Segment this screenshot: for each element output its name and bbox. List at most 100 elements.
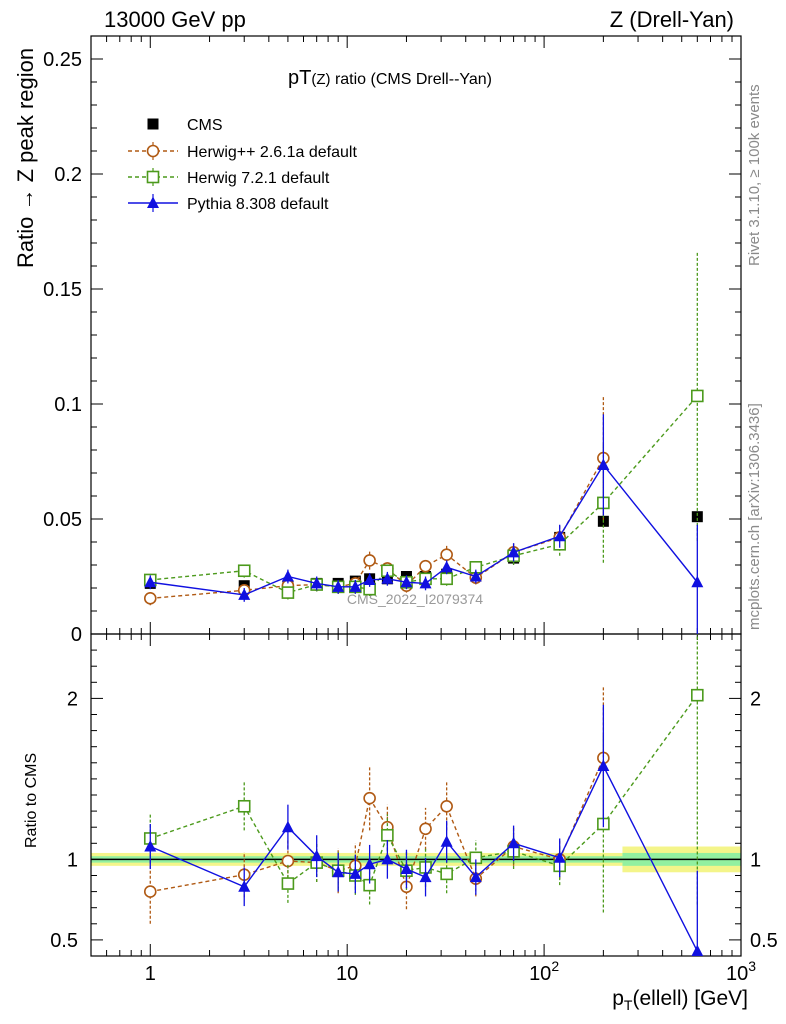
legend-marker-1 xyxy=(146,144,160,158)
point-ratio-1-9 xyxy=(419,822,432,836)
point-main-3-15 xyxy=(691,575,704,588)
point-main-2-2 xyxy=(281,586,295,599)
point-main-1-9 xyxy=(419,559,432,573)
point-main-3-11 xyxy=(469,570,482,582)
series-main-3 xyxy=(144,414,704,634)
y-axis-label-top: Ratio → Z peak region xyxy=(13,47,38,268)
point-ratio-3-10 xyxy=(440,835,453,847)
point-ratio-3-14 xyxy=(597,759,610,772)
x-tick-label-3: 103 xyxy=(726,958,756,985)
point-ratio-1-0 xyxy=(143,885,157,898)
y-tick-label-top-1: 0.05 xyxy=(43,509,82,531)
point-main-3-7 xyxy=(381,572,394,584)
legend-entry-0: CMS xyxy=(147,117,223,134)
header-left: 13000 GeV pp xyxy=(104,7,246,32)
point-main-3-13 xyxy=(553,529,566,542)
point-ratio-2-2 xyxy=(281,877,295,890)
line-ratio-2 xyxy=(150,694,698,887)
point-main-3-2 xyxy=(281,570,294,582)
point-main-2-10 xyxy=(440,572,453,586)
point-ratio-1-10 xyxy=(440,799,453,813)
point-main-3-3 xyxy=(310,576,323,589)
point-ratio-3-15 xyxy=(691,944,704,956)
line-main-3 xyxy=(150,463,698,596)
rivet-version-text: Rivet 3.1.10, ≥ 100k events xyxy=(746,84,763,266)
point-ratio-3-5 xyxy=(349,867,362,879)
y-tick-label-ratio-left-0: 0.5 xyxy=(50,930,78,952)
y-tick-label-top-3: 0.15 xyxy=(43,279,82,301)
point-main-2-1 xyxy=(237,564,251,578)
y-axis-label-ratio: Ratio to CMS xyxy=(23,752,40,848)
point-ratio-3-2 xyxy=(281,820,294,833)
y-tick-label-ratio-left-2: 2 xyxy=(67,688,78,710)
point-main-1-6 xyxy=(363,554,376,567)
point-main-3-9 xyxy=(419,576,432,589)
y-tick-label-ratio-right-1: 1 xyxy=(750,849,761,871)
x-axis-label-rest: (ellell) [GeV] xyxy=(632,987,748,1010)
y-tick-label-ratio-right-0: 0.5 xyxy=(750,930,778,952)
legend-marker-3 xyxy=(147,196,159,208)
point-ratio-1-2 xyxy=(281,854,295,868)
y-tick-label-ratio-left-1: 1 xyxy=(67,849,78,871)
header-right: Z (Drell-Yan) xyxy=(609,7,734,32)
x-tick-label-exp-3: 3 xyxy=(748,958,756,974)
x-tick-label-0: 1 xyxy=(145,963,156,985)
x-tick-label-exp-2: 2 xyxy=(551,958,559,974)
point-ratio-3-13 xyxy=(553,851,566,863)
series-ratio-3 xyxy=(144,704,704,956)
y-tick-label-top-4: 0.2 xyxy=(54,164,82,186)
x-tick-label-1: 10 xyxy=(336,963,358,985)
point-main-1-0 xyxy=(143,592,157,605)
y-tick-label-top-5: 0.25 xyxy=(43,49,82,71)
legend-marker-2 xyxy=(146,170,160,184)
legend-label-3: Pythia 8.308 default xyxy=(187,196,329,213)
point-main-3-1 xyxy=(238,588,251,600)
y-tick-label-ratio-right-2: 2 xyxy=(750,688,761,710)
y-tick-label-top-2: 0.1 xyxy=(54,394,82,416)
legend-label-0: CMS xyxy=(187,117,223,134)
legend-marker-0 xyxy=(147,118,159,130)
point-ratio-3-3 xyxy=(310,849,323,862)
x-axis-label-main: p xyxy=(612,987,624,1010)
series-main-2 xyxy=(143,251,704,600)
legend-entry-3: Pythia 8.308 default xyxy=(128,194,329,213)
point-main-0-15 xyxy=(691,511,703,523)
chart-title-main: pT xyxy=(288,67,312,89)
point-ratio-3-7 xyxy=(381,852,394,865)
point-main-3-12 xyxy=(507,545,520,558)
point-ratio-3-12 xyxy=(507,836,520,849)
legend-label-1: Herwig++ 2.6.1a default xyxy=(187,144,357,161)
watermark: CMS_2022_I2079374 xyxy=(347,591,483,607)
point-ratio-2-1 xyxy=(237,799,251,813)
legend-label-2: Herwig 7.2.1 default xyxy=(187,170,330,187)
point-ratio-3-9 xyxy=(419,870,432,883)
chart-title-paren: (Z) xyxy=(311,71,331,88)
legend-entry-1: Herwig++ 2.6.1a default xyxy=(128,142,357,161)
point-ratio-3-11 xyxy=(469,870,482,883)
point-ratio-2-10 xyxy=(440,867,453,881)
point-main-3-6 xyxy=(363,573,376,585)
point-ratio-3-0 xyxy=(144,840,157,852)
x-axis-label-sub: T xyxy=(623,997,633,1014)
point-main-3-0 xyxy=(144,575,157,588)
ratio-plot-frame xyxy=(90,633,742,957)
x-tick-label-2: 102 xyxy=(529,958,559,985)
line-ratio-1 xyxy=(150,757,605,893)
legend-entry-2: Herwig 7.2.1 default xyxy=(128,168,330,187)
point-ratio-3-6 xyxy=(363,857,376,870)
line-main-2 xyxy=(150,395,698,594)
line-main-1 xyxy=(150,457,604,600)
series-ratio-2 xyxy=(143,634,704,913)
point-main-3-8 xyxy=(400,575,413,588)
point-ratio-2-15 xyxy=(691,688,704,702)
point-ratio-3-4 xyxy=(332,865,345,878)
x-axis-label: pT(ellell) [GeV] xyxy=(612,987,748,1013)
mcplots-source-text: mcplots.cern.ch [arXiv:1306.3436] xyxy=(746,403,763,630)
ratio-uncertainty-band xyxy=(91,846,741,873)
point-ratio-2-7 xyxy=(381,828,394,842)
point-ratio-3-1 xyxy=(238,880,251,892)
point-main-3-14 xyxy=(597,458,610,470)
point-main-1-10 xyxy=(440,548,453,561)
chart-title-rest: ratio (CMS Drell--Yan) xyxy=(330,71,492,88)
